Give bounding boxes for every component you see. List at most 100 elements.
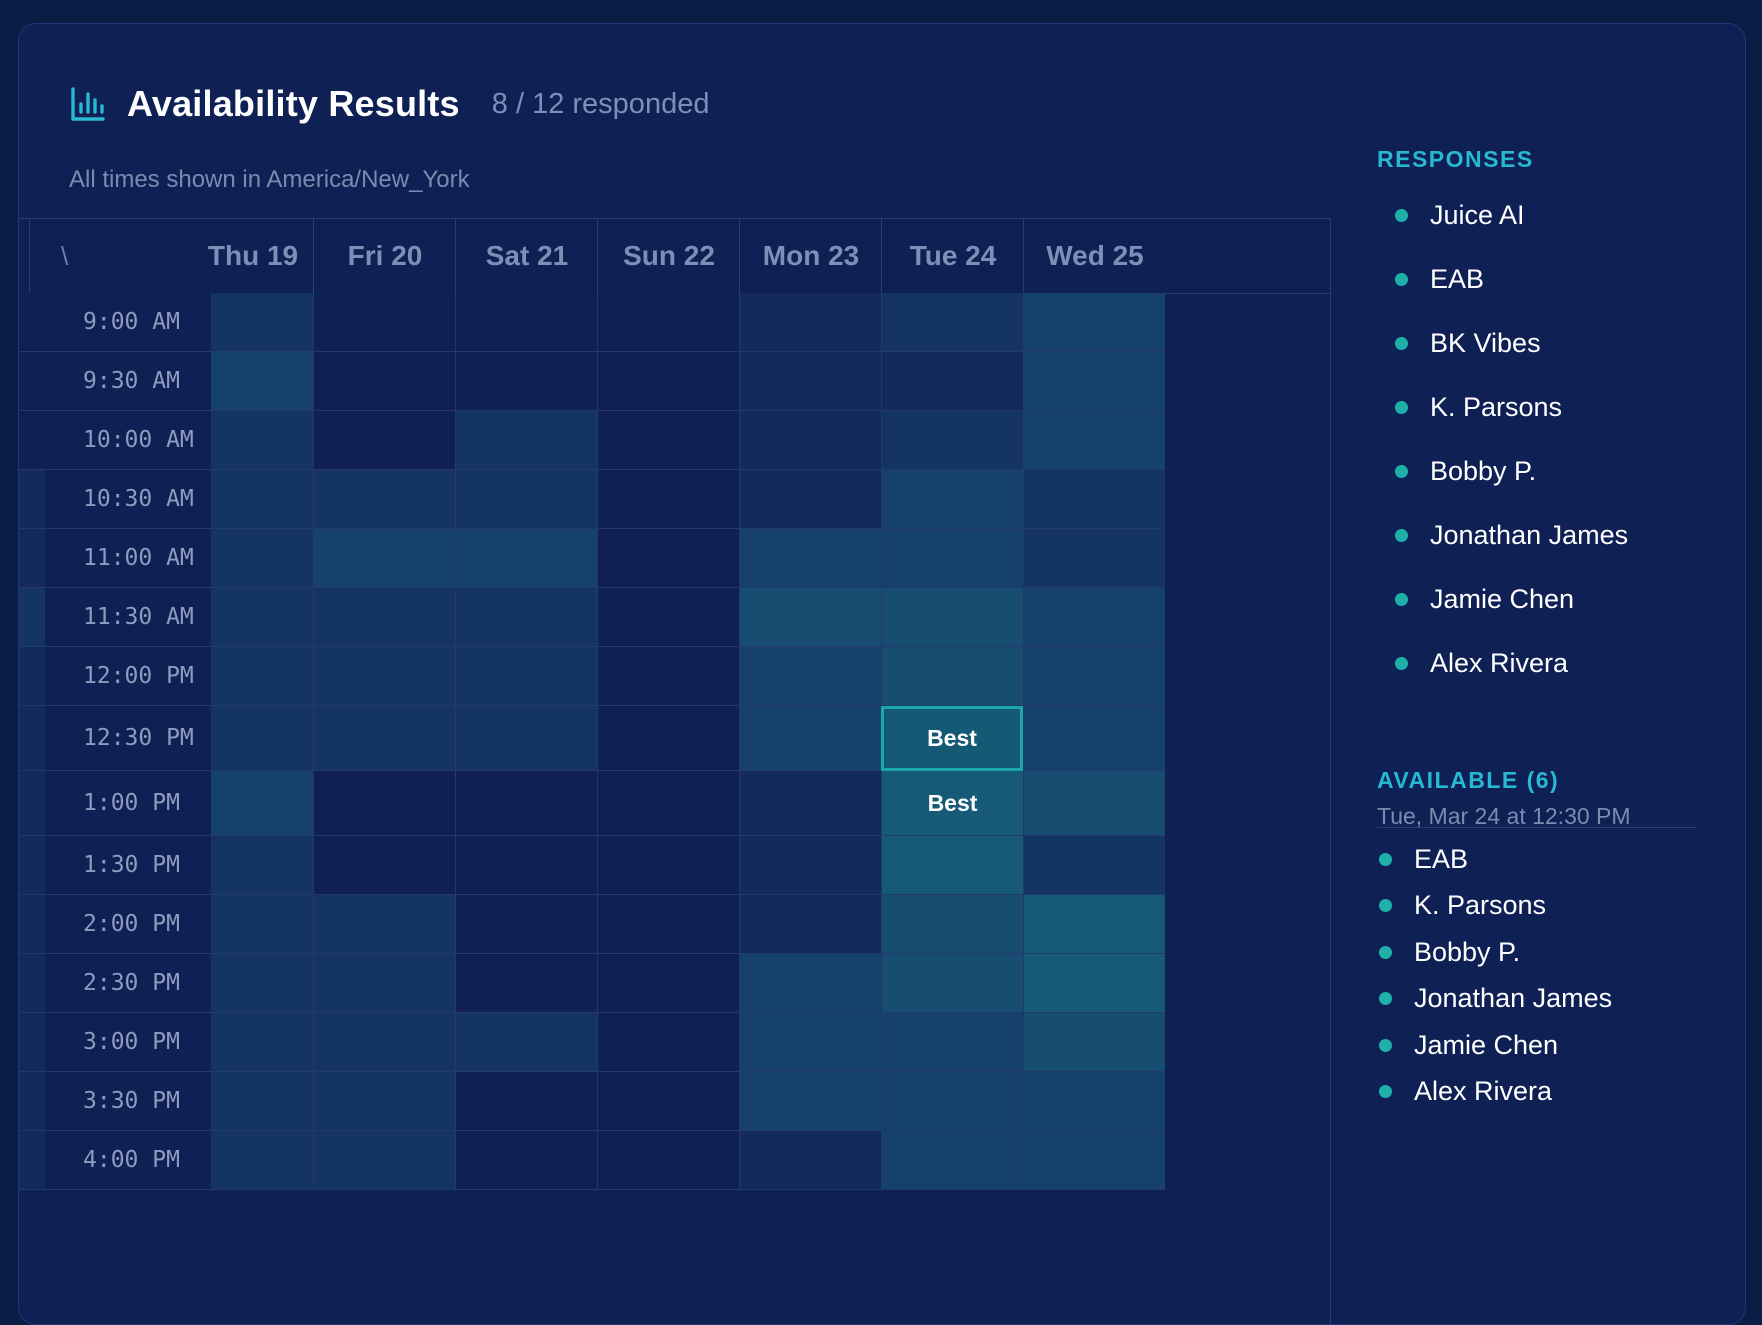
time-slot-cell[interactable] <box>597 1013 739 1072</box>
time-slot-cell[interactable] <box>881 352 1023 411</box>
time-slot-cell[interactable] <box>313 1013 455 1072</box>
time-slot-cell[interactable] <box>313 706 455 771</box>
time-slot-cell[interactable] <box>739 836 881 895</box>
time-slot-cell[interactable] <box>313 895 455 954</box>
time-slot-cell[interactable] <box>881 470 1023 529</box>
time-slot-cell[interactable] <box>1023 771 1165 836</box>
time-slot-cell[interactable] <box>455 352 597 411</box>
time-slot-cell[interactable] <box>211 706 331 771</box>
time-slot-cell[interactable] <box>1023 895 1165 954</box>
time-slot-cell[interactable] <box>1023 954 1165 1013</box>
time-slot-cell[interactable] <box>597 647 739 706</box>
time-slot-cell[interactable] <box>455 1013 597 1072</box>
time-slot-cell[interactable] <box>211 352 331 411</box>
time-slot-cell[interactable] <box>211 895 331 954</box>
time-slot-cell[interactable] <box>739 1072 881 1131</box>
time-slot-cell[interactable] <box>597 1131 739 1190</box>
time-slot-cell[interactable] <box>739 1013 881 1072</box>
time-slot-cell[interactable] <box>881 647 1023 706</box>
time-slot-cell[interactable] <box>881 293 1023 352</box>
time-slot-cell[interactable] <box>211 1013 331 1072</box>
time-slot-cell[interactable] <box>211 771 331 836</box>
time-slot-cell[interactable] <box>1023 588 1165 647</box>
time-slot-cell[interactable] <box>455 647 597 706</box>
time-slot-cell[interactable] <box>211 1072 331 1131</box>
time-slot-cell[interactable] <box>313 836 455 895</box>
time-slot-cell[interactable] <box>881 529 1023 588</box>
time-slot-cell[interactable] <box>1023 352 1165 411</box>
time-slot-cell[interactable] <box>455 771 597 836</box>
time-slot-cell[interactable] <box>455 470 597 529</box>
time-slot-cell[interactable] <box>597 352 739 411</box>
time-slot-cell[interactable] <box>1023 1072 1165 1131</box>
time-slot-cell[interactable] <box>455 411 597 470</box>
time-slot-cell[interactable] <box>455 836 597 895</box>
time-slot-cell[interactable] <box>881 1013 1023 1072</box>
time-slot-cell[interactable] <box>597 836 739 895</box>
time-slot-cell[interactable] <box>881 836 1023 895</box>
time-slot-cell[interactable] <box>211 647 331 706</box>
time-slot-cell[interactable] <box>313 771 455 836</box>
time-slot-cell[interactable] <box>313 411 455 470</box>
time-slot-cell[interactable] <box>881 954 1023 1013</box>
time-slot-cell[interactable] <box>739 771 881 836</box>
time-slot-cell[interactable] <box>313 1072 455 1131</box>
time-slot-cell[interactable] <box>211 954 331 1013</box>
time-slot-cell[interactable] <box>313 470 455 529</box>
time-slot-cell[interactable] <box>455 1131 597 1190</box>
time-slot-cell[interactable] <box>881 1131 1023 1190</box>
time-slot-cell[interactable] <box>455 588 597 647</box>
time-slot-cell[interactable] <box>313 588 455 647</box>
time-slot-cell[interactable] <box>597 529 739 588</box>
time-slot-cell[interactable] <box>1023 411 1165 470</box>
time-slot-cell[interactable] <box>455 706 597 771</box>
time-slot-cell[interactable] <box>313 1131 455 1190</box>
time-slot-cell[interactable] <box>881 411 1023 470</box>
time-slot-cell[interactable] <box>739 470 881 529</box>
time-slot-cell[interactable] <box>1023 293 1165 352</box>
time-slot-cell[interactable] <box>739 411 881 470</box>
time-slot-cell[interactable] <box>597 293 739 352</box>
time-slot-cell[interactable] <box>211 293 331 352</box>
time-slot-cell[interactable] <box>597 895 739 954</box>
best-slot-cell[interactable]: Best <box>881 706 1023 771</box>
time-slot-cell[interactable] <box>739 293 881 352</box>
time-slot-cell[interactable] <box>1023 836 1165 895</box>
time-slot-cell[interactable] <box>211 836 331 895</box>
time-slot-cell[interactable] <box>597 706 739 771</box>
time-slot-cell[interactable] <box>211 1131 331 1190</box>
time-slot-cell[interactable] <box>455 895 597 954</box>
time-slot-cell[interactable] <box>881 588 1023 647</box>
time-slot-cell[interactable] <box>1023 1013 1165 1072</box>
time-slot-cell[interactable] <box>881 1072 1023 1131</box>
time-slot-cell[interactable] <box>739 706 881 771</box>
time-slot-cell[interactable] <box>211 588 331 647</box>
best-slot-cell[interactable]: Best <box>881 771 1023 836</box>
time-slot-cell[interactable] <box>739 647 881 706</box>
time-slot-cell[interactable] <box>211 411 331 470</box>
time-slot-cell[interactable] <box>211 529 331 588</box>
time-slot-cell[interactable] <box>1023 529 1165 588</box>
time-slot-cell[interactable] <box>739 529 881 588</box>
time-slot-cell[interactable] <box>1023 470 1165 529</box>
time-slot-cell[interactable] <box>313 954 455 1013</box>
time-slot-cell[interactable] <box>313 647 455 706</box>
time-slot-cell[interactable] <box>1023 706 1165 771</box>
time-slot-cell[interactable] <box>881 895 1023 954</box>
time-slot-cell[interactable] <box>739 954 881 1013</box>
time-slot-cell[interactable] <box>313 352 455 411</box>
time-slot-cell[interactable] <box>739 352 881 411</box>
time-slot-cell[interactable] <box>313 293 455 352</box>
time-slot-cell[interactable] <box>455 293 597 352</box>
time-slot-cell[interactable] <box>739 588 881 647</box>
time-slot-cell[interactable] <box>597 771 739 836</box>
time-slot-cell[interactable] <box>455 529 597 588</box>
time-slot-cell[interactable] <box>597 470 739 529</box>
time-slot-cell[interactable] <box>739 1131 881 1190</box>
time-slot-cell[interactable] <box>455 1072 597 1131</box>
time-slot-cell[interactable] <box>313 529 455 588</box>
time-slot-cell[interactable] <box>597 588 739 647</box>
time-slot-cell[interactable] <box>1023 647 1165 706</box>
time-slot-cell[interactable] <box>739 895 881 954</box>
time-slot-cell[interactable] <box>211 470 331 529</box>
